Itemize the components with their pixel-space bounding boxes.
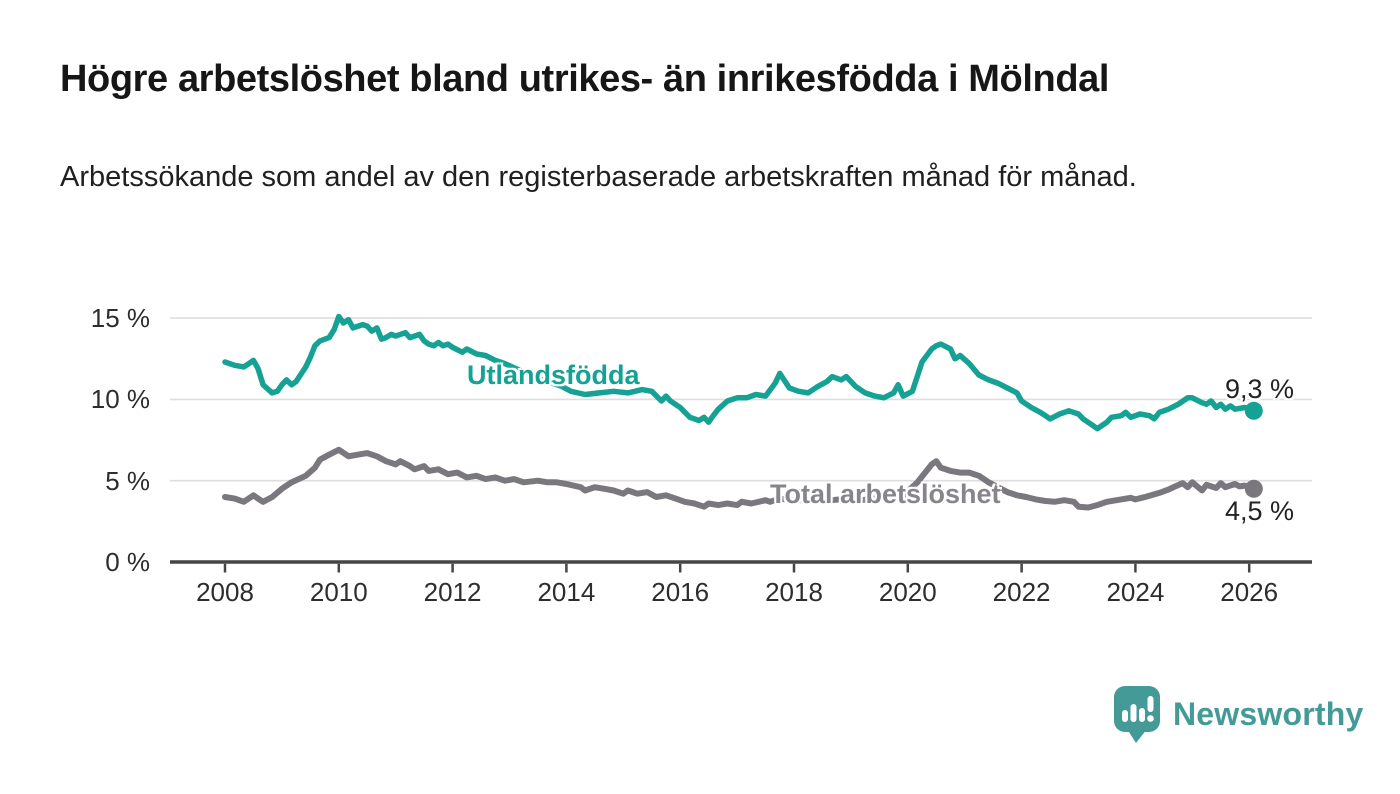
- x-tick-label: 2008: [196, 577, 254, 607]
- series-line-1: [222, 446, 1257, 511]
- end-value-total-arbetsloshet: 4,5 %: [1225, 496, 1295, 526]
- x-tick-label: 2010: [309, 577, 368, 607]
- series-label-utlandsfodda: Utlandsfödda: [467, 360, 640, 390]
- page-title: Högre arbetslöshet bland utrikes- än inr…: [60, 58, 1110, 100]
- end-dot-1: [1244, 479, 1263, 498]
- page-subtitle: Arbetssökande som andel av den registerb…: [60, 161, 1137, 193]
- series-label-total-arbetsloshet: Total arbetslöshet: [770, 479, 1001, 509]
- end-value-utlandsfodda: 9,3 %: [1225, 374, 1295, 404]
- newsworthy-logo: Newsworthy: [1113, 685, 1363, 743]
- series-line-0: [222, 313, 1257, 432]
- y-tick-label: 10 %: [90, 384, 150, 414]
- x-tick-label: 2026: [1220, 577, 1279, 607]
- y-tick-label: 15 %: [90, 303, 150, 333]
- y-tick-label: 0 %: [105, 547, 150, 577]
- x-tick-label: 2024: [1106, 577, 1165, 607]
- y-tick-label: 5 %: [105, 466, 150, 496]
- x-tick-label: 2018: [765, 577, 823, 607]
- newsworthy-logo-text: Newsworthy: [1173, 695, 1364, 732]
- x-tick-label: 2014: [537, 577, 596, 607]
- end-dot-0: [1244, 401, 1263, 420]
- x-tick-label: 2012: [423, 577, 482, 607]
- x-tick-label: 2022: [992, 577, 1051, 607]
- x-tick-label: 2020: [878, 577, 937, 607]
- x-tick-label: 2016: [651, 577, 710, 607]
- bar-chart-speech-bubble-icon: [1114, 686, 1160, 743]
